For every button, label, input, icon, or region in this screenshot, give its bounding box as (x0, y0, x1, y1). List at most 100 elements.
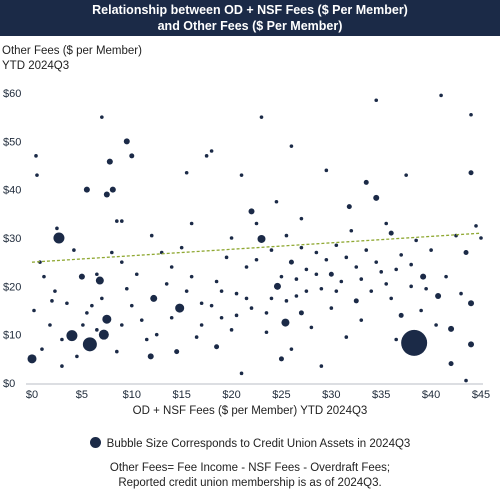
y-tick-label: $60 (3, 88, 21, 100)
data-point (346, 204, 352, 210)
data-point (48, 323, 52, 327)
data-point (229, 236, 234, 240)
y-axis-label-line-2: YTD 2024Q3 (2, 60, 70, 72)
data-point (314, 272, 319, 277)
data-point (319, 286, 324, 291)
data-point (249, 306, 254, 310)
data-point (435, 293, 442, 299)
data-point (281, 318, 290, 327)
data-point (468, 341, 475, 348)
x-tick-label: $10 (123, 389, 141, 400)
data-point (299, 216, 304, 221)
data-point (259, 115, 264, 119)
data-point (98, 329, 109, 340)
data-point (329, 306, 334, 310)
data-point (184, 170, 189, 175)
y-axis-label: Other Fees ($ per Member) YTD 2024Q3 (2, 44, 142, 74)
data-point (439, 93, 443, 98)
data-point (106, 158, 113, 165)
footnote-line-1: Other Fees= Fee Income - NSF Fees - Over… (109, 462, 391, 474)
trendline (31, 232, 482, 263)
data-point (95, 328, 99, 332)
data-point (468, 170, 474, 176)
data-point (219, 289, 224, 293)
data-point (363, 179, 369, 185)
data-point (219, 315, 224, 320)
data-point (199, 323, 204, 327)
data-point (394, 267, 398, 272)
data-point (279, 274, 284, 279)
data-point (444, 274, 448, 279)
data-point (274, 199, 279, 204)
footnote: Other Fees= Fee Income - NSF Fees - Over… (0, 461, 500, 491)
data-point (479, 236, 483, 240)
data-point (434, 323, 438, 327)
data-point (424, 286, 428, 291)
data-point (129, 153, 135, 159)
data-point (459, 291, 463, 296)
data-point (373, 194, 380, 201)
data-point (374, 260, 379, 264)
chart-title-line-1: Relationship between OD + NSF Fees ($ Pe… (92, 3, 408, 17)
data-point (448, 325, 455, 332)
data-point (269, 296, 274, 301)
legend-text: Bubble Size Corresponds to Credit Union … (106, 438, 411, 450)
data-point (284, 233, 289, 238)
data-point (189, 221, 194, 226)
x-tick-label: $15 (172, 389, 190, 400)
data-point (72, 248, 76, 252)
data-point (175, 303, 185, 313)
data-point (34, 154, 38, 158)
x-tick-label: $20 (222, 389, 240, 400)
data-point (314, 250, 319, 255)
data-point (78, 273, 85, 280)
x-tick-label: $0 (26, 389, 38, 400)
scatter-chart: $0 $10 $20 $30 $40 $50 $60 $0 $5 $10 $15 $20 $25 $30 $… (3, 88, 490, 400)
data-point (109, 186, 116, 193)
data-point (149, 233, 154, 238)
data-point (83, 186, 90, 193)
data-point (234, 291, 239, 296)
legend: Bubble Size Corresponds to Credit Union … (0, 437, 500, 450)
data-point (115, 219, 119, 223)
data-point (81, 323, 85, 327)
data-point (463, 250, 469, 255)
data-point (204, 154, 209, 158)
data-point (394, 337, 398, 342)
data-point (85, 311, 89, 315)
data-point (359, 277, 364, 281)
data-point (40, 347, 44, 351)
data-point (179, 245, 184, 250)
data-point (123, 138, 130, 145)
data-point (419, 308, 423, 313)
data-point (324, 257, 329, 262)
data-point (384, 282, 389, 286)
data-point (244, 296, 249, 301)
chart-axes: $0 $10 $20 $30 $40 $50 $60 $0 $5 $10 $15 $20 $25 $30 $… (3, 88, 490, 400)
data-point (82, 337, 97, 352)
chart-points (27, 93, 483, 383)
data-point (344, 255, 349, 260)
data-point (120, 260, 124, 264)
data-point (273, 282, 281, 290)
data-point (169, 315, 174, 320)
y-tick-label: $10 (3, 330, 21, 342)
data-point (448, 361, 454, 367)
data-point (139, 318, 144, 322)
footnote-line-2: Reported credit union membership is as o… (118, 477, 382, 489)
data-point (284, 299, 289, 303)
data-point (254, 221, 259, 226)
data-point (90, 303, 94, 308)
data-point (379, 270, 384, 274)
data-point (102, 314, 112, 324)
data-point (134, 272, 139, 277)
data-point (299, 245, 304, 250)
data-point (214, 279, 219, 284)
data-point (398, 312, 404, 318)
data-point (399, 253, 403, 257)
data-point (309, 325, 314, 330)
data-point (384, 221, 389, 226)
legend-bubble-icon (89, 437, 101, 448)
data-point (474, 224, 478, 228)
data-point (184, 289, 189, 293)
